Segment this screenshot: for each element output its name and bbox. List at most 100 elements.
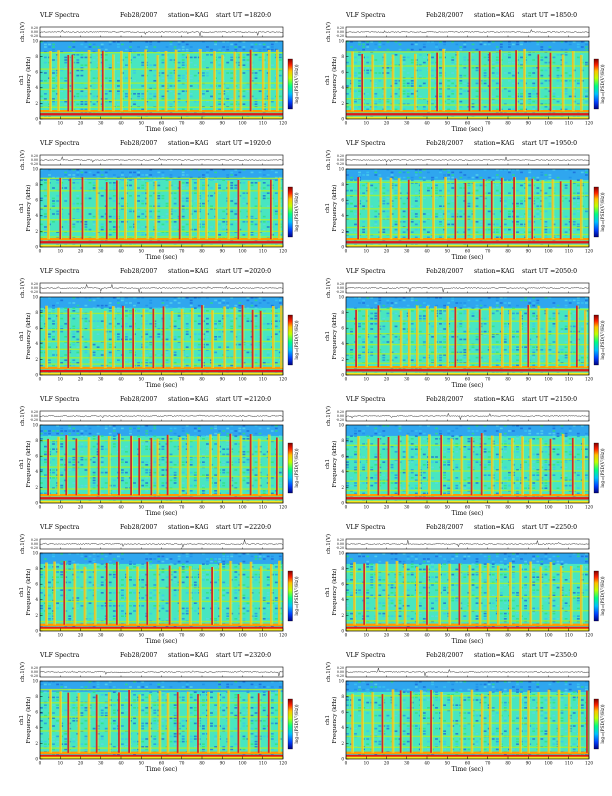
time-tick-label: 20 [384,249,390,254]
noise-speckle [81,54,84,56]
noise-speckle [395,185,398,187]
noise-speckle [476,177,479,179]
noise-speckle [40,435,43,437]
noise-speckle [484,80,487,82]
noise-speckle [516,213,519,215]
noise-speckle [255,54,258,56]
noise-speckle [577,190,580,192]
noise-speckle [374,83,377,85]
noise-speckle [206,310,209,312]
noise-speckle [101,46,104,48]
noise-speckle [64,103,67,105]
sferic-mark [98,49,100,111]
noise-speckle [190,300,193,302]
noise-speckle [40,310,43,312]
noise-speckle [166,359,169,361]
noise-speckle [496,59,499,61]
noise-speckle [68,46,71,48]
noise-speckle [488,224,491,226]
noise-speckle [97,46,100,48]
noise-speckle [516,203,519,205]
noise-speckle [472,67,475,69]
noise-speckle [382,198,385,200]
noise-speckle [267,323,270,325]
noise-speckle [214,44,217,46]
noise-speckle [162,98,165,100]
noise-speckle [451,174,454,176]
noise-speckle [117,62,120,64]
noise-speckle [557,96,560,98]
noise-speckle [190,302,193,304]
noise-speckle [508,302,511,304]
noise-speckle [60,300,63,302]
noise-speckle [528,101,531,103]
noise-speckle [463,75,466,77]
noise-speckle [56,213,59,215]
noise-speckle [206,67,209,69]
noise-speckle [218,62,221,64]
noise-speckle [64,98,67,100]
noise-speckle [263,46,266,48]
noise-speckle [186,326,189,328]
noise-speckle [374,313,377,315]
noise-speckle [182,67,185,69]
frequency-axis-label: Frequency (kHz) [331,313,338,360]
noise-speckle [202,90,205,92]
noise-speckle [230,109,233,111]
sferic-halo [215,51,216,111]
noise-speckle [439,352,442,354]
noise-speckle [238,315,241,317]
noise-speckle [536,192,539,194]
noise-speckle [166,362,169,364]
sferic-mark [525,177,527,239]
frequency-band [40,349,283,350]
sferic-halo [400,178,401,239]
noise-speckle [52,213,55,215]
sferic-mark [426,306,428,367]
noise-speckle [275,307,278,309]
time-tick-label: 80 [505,121,511,126]
noise-speckle [439,310,442,312]
noise-speckle [374,336,377,338]
noise-speckle [218,320,221,322]
noise-speckle [557,101,560,103]
noise-speckle [427,237,430,239]
noise-speckle [129,174,132,176]
noise-speckle [399,172,402,174]
noise-speckle [170,302,173,304]
noise-speckle [362,205,365,207]
noise-speckle [423,198,426,200]
noise-speckle [565,187,568,189]
noise-speckle [415,192,418,194]
noise-speckle [451,300,454,302]
noise-speckle [431,57,434,59]
noise-speckle [178,67,181,69]
noise-speckle [178,62,181,64]
noise-speckle [504,72,507,74]
noise-speckle [267,185,270,187]
noise-speckle [387,315,390,317]
noise-speckle [117,80,120,82]
sferic-mark [163,306,165,368]
noise-speckle [101,307,104,309]
noise-speckle [255,70,258,72]
frequency-band [40,178,283,179]
noise-speckle [263,182,266,184]
time-tick-label: 90 [220,249,226,254]
noise-speckle [76,331,79,333]
noise-speckle [198,344,201,346]
noise-speckle [524,331,527,333]
noise-speckle [536,205,539,207]
noise-speckle [463,331,466,333]
noise-speckle [350,203,353,205]
noise-speckle [174,354,177,356]
noise-speckle [374,96,377,98]
noise-speckle [395,302,398,304]
noise-speckle [508,44,511,46]
time-tick-label: 20 [384,377,390,382]
noise-speckle [141,93,144,95]
channel-label: ch1 [325,331,331,341]
time-tick-label: 50 [445,249,451,254]
colorbar [288,187,293,237]
noise-speckle [532,357,535,359]
